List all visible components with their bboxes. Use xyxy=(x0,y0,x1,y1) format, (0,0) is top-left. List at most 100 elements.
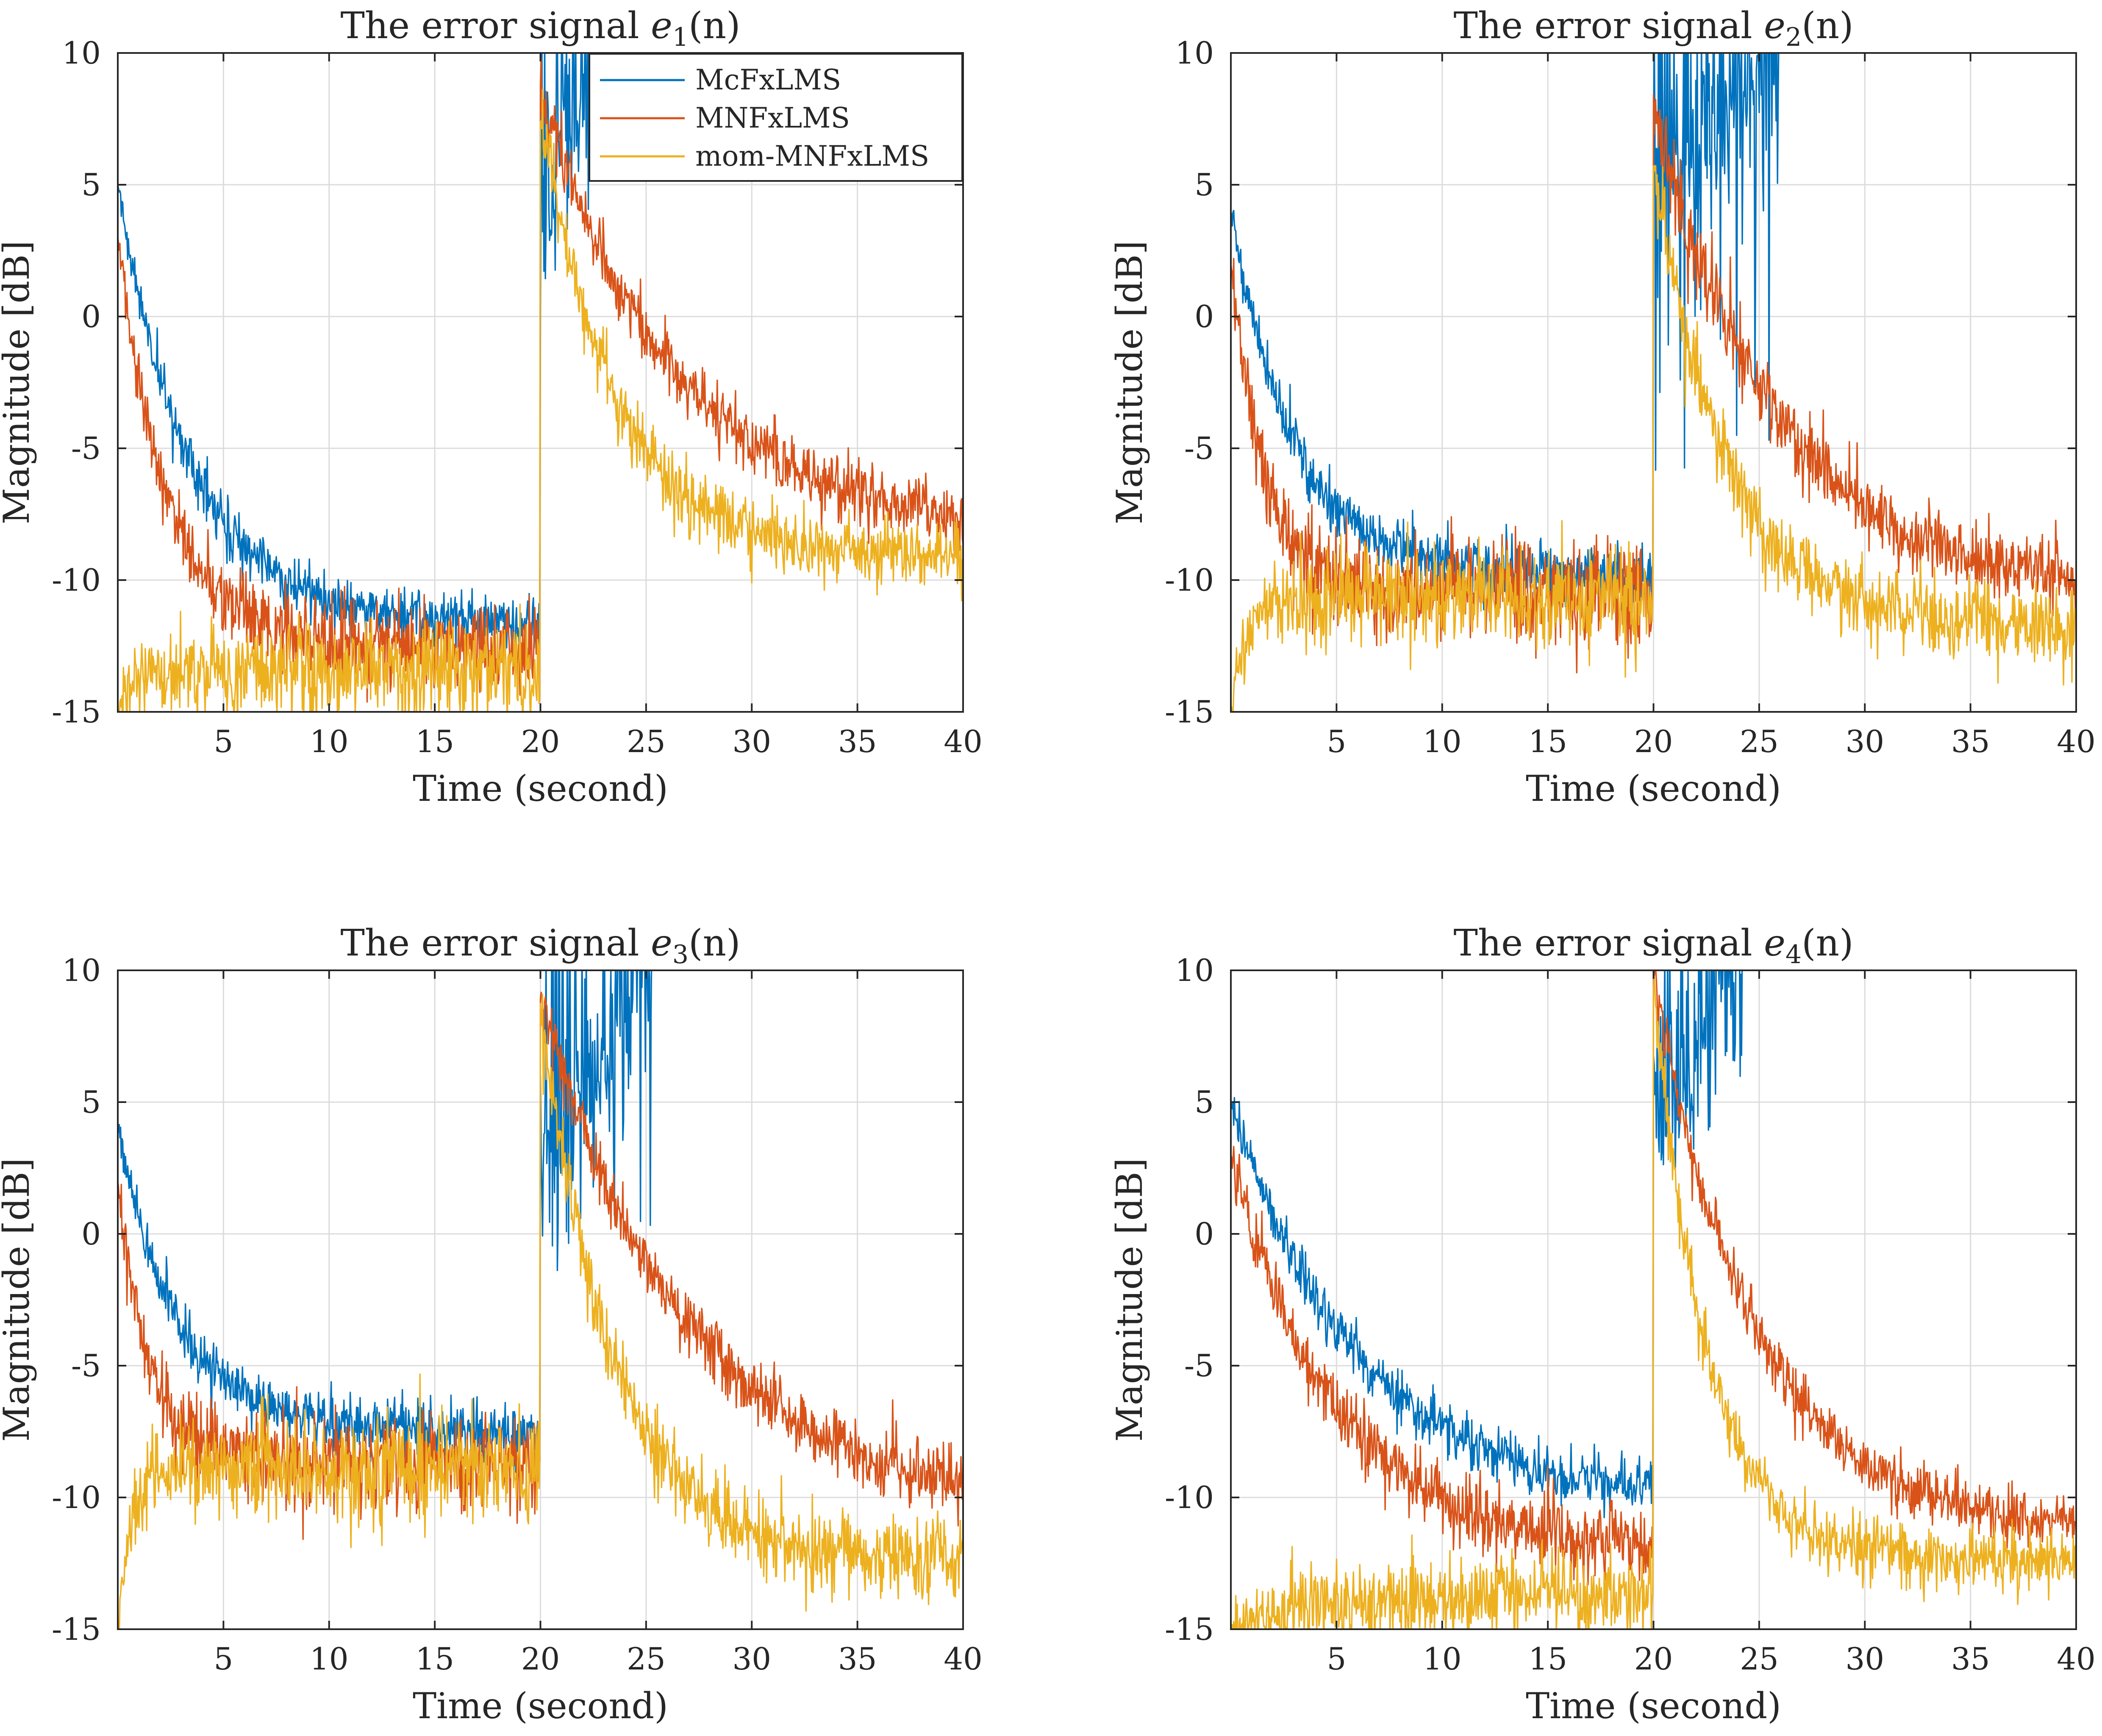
x-tick-label: 15 xyxy=(415,724,454,759)
y-tick-label: -10 xyxy=(1165,562,1214,598)
title-prefix: The error signal xyxy=(1453,922,1764,964)
legend-label: McFxLMS xyxy=(695,64,841,96)
panel-title: The error signal e4(n) xyxy=(1453,922,1853,969)
y-tick-label: -10 xyxy=(52,1480,101,1515)
y-axis-label: Magnitude [dB] xyxy=(1109,1158,1150,1442)
x-tick-label: 20 xyxy=(521,1641,560,1677)
series-line-mnfxlms xyxy=(1231,94,2076,674)
y-tick-label: 10 xyxy=(62,953,101,988)
y-axis-label: Magnitude [dB] xyxy=(0,1158,37,1442)
series-line-mnfxlms xyxy=(1231,970,2076,1593)
title-symbol: e xyxy=(651,922,672,964)
x-axis-label: Time (second) xyxy=(413,768,668,809)
x-tick-label: 10 xyxy=(1423,724,1462,759)
x-tick-label: 30 xyxy=(732,724,771,759)
legend-label: MNFxLMS xyxy=(695,102,850,134)
y-tick-label: 0 xyxy=(81,1216,101,1252)
x-axis-label: Time (second) xyxy=(1526,768,1781,809)
chart-panel-2: 5 10 15 20 25 30 35 40 -15 -10 -5 0 5 10 Time (second)… xyxy=(1109,5,2096,809)
x-tick-label: 20 xyxy=(1634,1641,1673,1677)
x-tick-label: 5 xyxy=(214,1641,233,1677)
title-subscript: 2 xyxy=(1785,22,1802,52)
y-tick-label: 5 xyxy=(1194,1084,1214,1120)
panel-title: The error signal e1(n) xyxy=(340,5,740,52)
x-tick-label: 15 xyxy=(1528,724,1567,759)
y-tick-label: 0 xyxy=(1194,299,1214,334)
title-prefix: The error signal xyxy=(340,5,651,47)
x-tick-label: 5 xyxy=(1327,1641,1346,1677)
title-suffix: (n) xyxy=(689,5,741,47)
x-tick-label: 10 xyxy=(310,724,349,759)
x-tick-label: 30 xyxy=(1845,724,1884,759)
x-axis-label: Time (second) xyxy=(1526,1685,1781,1727)
title-subscript: 1 xyxy=(672,22,689,52)
series-line-mom-mnfxlms xyxy=(1231,975,2076,1629)
chart-panel-4: 5 10 15 20 25 30 35 40 -15 -10 -5 0 5 10 Time (second)… xyxy=(1109,922,2096,1727)
y-tick-label: -5 xyxy=(1184,431,1214,466)
x-tick-label: 25 xyxy=(627,724,666,759)
y-tick-label: 5 xyxy=(81,167,101,203)
x-tick-label: 35 xyxy=(838,724,877,759)
title-symbol: e xyxy=(1764,922,1785,964)
y-tick-label: -15 xyxy=(52,694,101,730)
x-tick-label: 35 xyxy=(838,1641,877,1677)
y-tick-label: 0 xyxy=(81,299,101,334)
title-symbol: e xyxy=(651,5,672,47)
y-tick-label: -5 xyxy=(1184,1348,1214,1383)
title-suffix: (n) xyxy=(1802,922,1854,964)
y-tick-label: -15 xyxy=(1165,694,1214,730)
x-tick-label: 10 xyxy=(310,1641,349,1677)
x-tick-label: 5 xyxy=(1327,724,1346,759)
series-line-mom-mnfxlms xyxy=(118,89,963,712)
x-tick-label: 40 xyxy=(944,724,983,759)
y-tick-label: 0 xyxy=(1194,1216,1214,1252)
y-tick-label: -10 xyxy=(52,562,101,598)
panel-title: The error signal e3(n) xyxy=(340,922,740,969)
series-line-mom-mnfxlms xyxy=(1231,165,2076,712)
title-prefix: The error signal xyxy=(1453,5,1764,47)
title-suffix: (n) xyxy=(689,922,741,964)
y-tick-label: 5 xyxy=(1194,167,1214,203)
x-tick-label: 35 xyxy=(1951,1641,1990,1677)
x-tick-label: 5 xyxy=(214,724,233,759)
x-tick-label: 30 xyxy=(732,1641,771,1677)
series-group xyxy=(1231,53,2076,712)
series-group xyxy=(118,53,963,712)
series-group xyxy=(118,970,963,1629)
y-tick-label: -5 xyxy=(71,1348,101,1383)
y-tick-label: 10 xyxy=(1175,35,1214,71)
x-tick-label: 25 xyxy=(1740,724,1779,759)
y-tick-label: 10 xyxy=(62,35,101,71)
x-tick-label: 30 xyxy=(1845,1641,1884,1677)
panel-title: The error signal e2(n) xyxy=(1453,5,1853,52)
legend: McFxLMS MNFxLMS mom-MNFxLMS xyxy=(589,53,963,182)
x-tick-label: 15 xyxy=(1528,1641,1567,1677)
x-tick-label: 20 xyxy=(521,724,560,759)
x-tick-label: 10 xyxy=(1423,1641,1462,1677)
y-tick-label: 10 xyxy=(1175,953,1214,988)
y-axis-label: Magnitude [dB] xyxy=(1109,241,1150,525)
x-tick-label: 20 xyxy=(1634,724,1673,759)
x-tick-label: 15 xyxy=(415,1641,454,1677)
series-line-mom-mnfxlms xyxy=(118,994,963,1629)
x-tick-label: 25 xyxy=(627,1641,666,1677)
chart-panel-3: 5 10 15 20 25 30 35 40 -15 -10 -5 0 5 10 Time (second)… xyxy=(0,922,983,1727)
y-axis-label: Magnitude [dB] xyxy=(0,241,37,525)
x-tick-label: 40 xyxy=(2057,724,2096,759)
legend-label: mom-MNFxLMS xyxy=(695,140,929,172)
title-subscript: 3 xyxy=(672,940,689,969)
y-tick-label: -10 xyxy=(1165,1480,1214,1515)
x-tick-label: 40 xyxy=(2057,1641,2096,1677)
y-tick-label: 5 xyxy=(81,1084,101,1120)
series-line-mcfxlms xyxy=(118,970,653,1477)
title-subscript: 4 xyxy=(1785,940,1802,969)
y-tick-label: -15 xyxy=(1165,1611,1214,1647)
x-tick-label: 35 xyxy=(1951,724,1990,759)
x-axis-label: Time (second) xyxy=(413,1685,668,1727)
title-suffix: (n) xyxy=(1802,5,1854,47)
title-prefix: The error signal xyxy=(340,922,651,964)
x-tick-label: 40 xyxy=(944,1641,983,1677)
series-group xyxy=(1231,970,2076,1629)
y-tick-label: -15 xyxy=(52,1611,101,1647)
